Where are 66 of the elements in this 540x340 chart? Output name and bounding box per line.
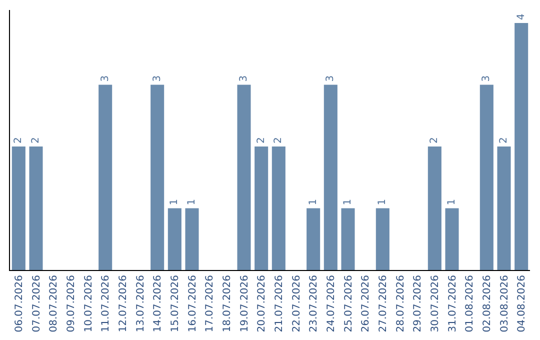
data-label: 2 <box>30 137 42 144</box>
data-label: 1 <box>446 198 458 206</box>
data-label: 2 <box>256 137 267 144</box>
bar <box>168 208 182 270</box>
x-tick-label: 01.08.2026 <box>464 275 476 332</box>
bar <box>497 146 511 270</box>
data-label: 1 <box>308 198 319 206</box>
bar <box>12 146 26 270</box>
x-tick-label: 23.07.2026 <box>308 275 320 332</box>
x-tick-label: 11.07.2026 <box>100 275 112 332</box>
x-tick-label: 16.07.2026 <box>187 275 198 332</box>
x-tick-label: 25.07.2026 <box>343 275 354 332</box>
bar <box>428 146 442 270</box>
bar <box>29 146 43 270</box>
data-label: 2 <box>429 137 440 144</box>
x-tick-label: 26.07.2026 <box>360 275 372 332</box>
bar <box>480 84 494 270</box>
bar <box>376 208 390 270</box>
x-tick-label: 04.08.2026 <box>516 275 528 332</box>
x-tick-label: 27.07.2026 <box>378 275 389 332</box>
bar <box>150 84 164 270</box>
x-tick-label: 22.07.2026 <box>291 275 302 332</box>
data-label: 3 <box>100 75 111 82</box>
x-tick-label: 19.07.2026 <box>239 275 250 332</box>
bar <box>254 146 268 270</box>
x-tick-label: 10.07.2026 <box>83 275 94 332</box>
bar <box>272 146 286 270</box>
data-label: 1 <box>342 198 354 206</box>
x-tick-label: 15.07.2026 <box>170 275 181 332</box>
x-tick-label: 13.07.2026 <box>135 275 146 332</box>
x-tick-label: 14.07.2026 <box>152 275 164 332</box>
data-label: 3 <box>325 75 336 82</box>
bar <box>237 84 251 270</box>
x-tick-label: 02.08.2026 <box>482 275 493 332</box>
x-tick-label: 09.07.2026 <box>66 275 77 332</box>
x-tick-label: 18.07.2026 <box>222 275 233 332</box>
x-tick-label: 24.07.2026 <box>326 275 337 332</box>
data-label: 2 <box>498 137 510 144</box>
bar <box>445 208 459 270</box>
x-tick-label: 31.07.2026 <box>447 275 458 332</box>
x-tick-label: 28.07.2026 <box>395 275 406 332</box>
data-label: 3 <box>152 75 163 82</box>
x-tick-label: 07.07.2026 <box>31 275 42 332</box>
data-label: 3 <box>238 75 250 82</box>
x-tick-label: 12.07.2026 <box>118 275 129 332</box>
bar <box>324 84 338 270</box>
data-label: 1 <box>377 198 388 206</box>
data-label: 1 <box>186 198 198 206</box>
bar <box>514 23 528 270</box>
bar <box>306 208 320 270</box>
data-label: 4 <box>516 14 527 20</box>
x-tick-label: 03.08.2026 <box>499 275 510 332</box>
bar <box>98 84 112 270</box>
x-tick-label: 30.07.2026 <box>430 275 441 332</box>
x-tick-label: 06.07.2026 <box>14 275 25 332</box>
x-tick-label: 20.07.2026 <box>256 275 268 332</box>
data-label: 3 <box>481 75 492 82</box>
bar <box>341 208 355 270</box>
data-label: 2 <box>273 137 284 144</box>
x-tick-label: 21.07.2026 <box>274 275 285 332</box>
x-tick-label: 29.07.2026 <box>412 275 424 332</box>
data-label: 1 <box>169 198 180 206</box>
x-tick-label: 17.07.2026 <box>204 275 216 332</box>
bar <box>185 208 199 270</box>
data-label: 2 <box>13 137 24 144</box>
x-tick-label: 08.07.2026 <box>48 275 60 332</box>
